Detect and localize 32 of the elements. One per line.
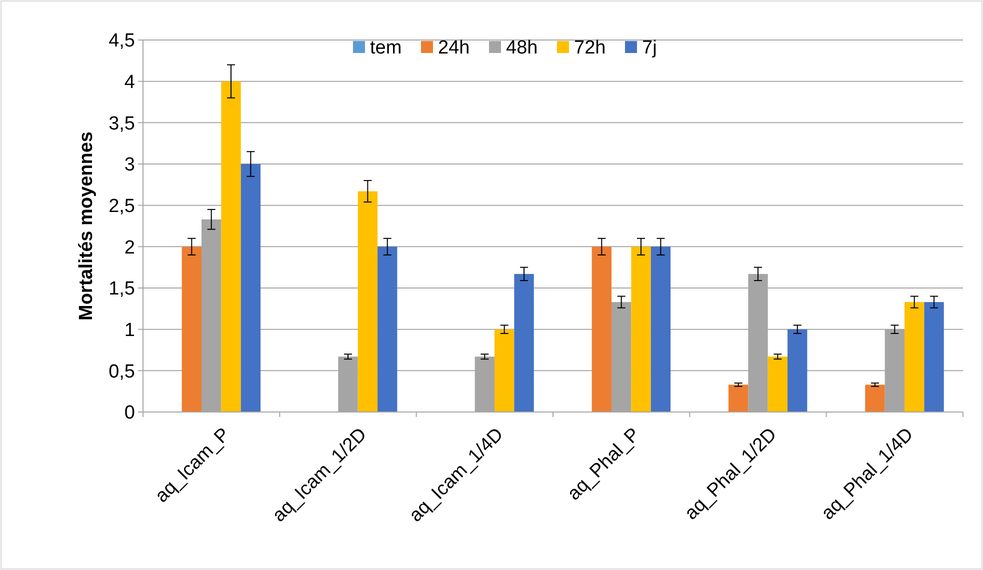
bar xyxy=(650,246,671,412)
y-tick-label: 3,5 xyxy=(108,113,135,134)
y-tick-label: 0 xyxy=(124,402,135,424)
legend-label: 7j xyxy=(642,38,657,59)
bar xyxy=(768,356,788,412)
bar xyxy=(514,274,534,412)
bar xyxy=(358,191,378,412)
bar xyxy=(592,246,612,412)
y-tick-label: 4 xyxy=(124,72,136,93)
bar xyxy=(924,302,944,412)
bar xyxy=(378,246,398,412)
y-tick-label: 3 xyxy=(124,154,135,176)
bar xyxy=(182,246,202,412)
bar xyxy=(494,329,514,412)
y-tick-label: 4,5 xyxy=(108,30,135,52)
bar xyxy=(221,81,241,412)
bar xyxy=(240,164,261,412)
y-tick-label: 2,5 xyxy=(108,196,135,217)
y-axis-title: Mortalités moyennes xyxy=(76,132,97,320)
legend-label: 48h xyxy=(506,38,538,59)
legend-label: 24h xyxy=(438,38,470,59)
y-tick-label: 1,5 xyxy=(108,278,135,300)
bar xyxy=(904,302,924,412)
bar xyxy=(631,246,651,412)
legend-label: tem xyxy=(370,38,402,59)
bar xyxy=(728,384,748,412)
y-tick-label: 2 xyxy=(124,237,135,258)
y-tick-label: 0,5 xyxy=(108,361,135,382)
legend-label: 72h xyxy=(574,38,606,59)
bar xyxy=(865,384,885,412)
bar xyxy=(788,329,808,412)
y-tick-label: 1 xyxy=(124,320,135,341)
